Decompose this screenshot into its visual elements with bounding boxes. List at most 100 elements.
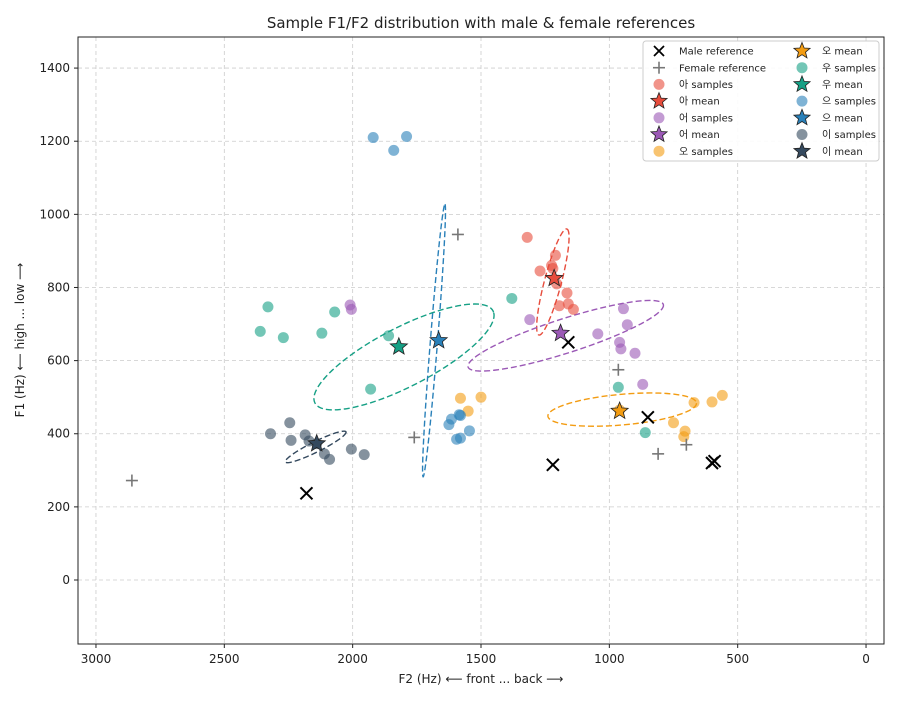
male-reference-marker-stroke-b: [561, 335, 575, 350]
legend-label: Female reference: [679, 63, 766, 74]
legend-entry-samples-어: 어 samples: [653, 112, 733, 124]
legend-marker-x: [653, 45, 665, 57]
legend-entry-samples-이: 이 samples: [796, 129, 876, 141]
sample-point-오: [668, 417, 680, 429]
male-reference-marker-stroke-b: [707, 454, 722, 468]
legend-entry-samples-아: 아 samples: [653, 78, 733, 91]
mean-star-우: [389, 336, 409, 355]
legend-label: 어 mean: [679, 129, 720, 141]
sample-point-우: [639, 427, 651, 439]
sample-point-우: [612, 381, 624, 393]
ellipse-이: [284, 430, 347, 464]
sample-point-이: [265, 428, 277, 440]
female-reference-marker: [612, 363, 625, 376]
sample-point-으: [401, 130, 413, 142]
sample-point-우: [329, 306, 341, 318]
mean-star-아: [544, 268, 564, 287]
sample-point-오: [716, 389, 728, 401]
sample-point-오: [688, 397, 700, 409]
y-tick-label: 400: [47, 427, 70, 441]
sample-point-우: [365, 383, 377, 395]
legend-label: 오 mean: [822, 47, 863, 58]
sample-point-어: [615, 343, 627, 355]
legend-entry-mean-아: 아 mean: [649, 91, 720, 109]
y-tick-label: 1400: [39, 61, 70, 75]
ellipse-우: [313, 303, 495, 411]
y-tick-label: 1200: [39, 134, 70, 148]
x-axis-label: F2 (Hz) ⟵ front ... back ⟶: [398, 672, 563, 686]
legend-entry-male-reference: Male reference: [653, 45, 754, 58]
legend-marker-plus: [653, 61, 665, 74]
legend-entry-mean-이: 이 mean: [792, 141, 863, 159]
legend-box: [642, 40, 880, 162]
x-tick-label: 500: [726, 652, 749, 666]
legend-label: 아 samples: [679, 79, 733, 91]
sample-point-우: [277, 332, 289, 344]
sample-point-으: [463, 425, 475, 437]
x-tick-label: 2500: [209, 652, 240, 666]
ellipse-으: [421, 203, 447, 478]
legend-marker-dot: [653, 78, 665, 90]
legend-label: 우 samples: [822, 62, 876, 74]
male-reference-marker-stroke-b: [299, 486, 314, 501]
sample-point-우: [316, 327, 328, 339]
male-reference-marker: [707, 454, 722, 468]
legend-marker-x-stroke-b: [653, 45, 665, 57]
sample-point-이: [345, 443, 357, 455]
sample-point-어: [344, 299, 356, 311]
female-reference-marker: [680, 438, 693, 451]
legend-entry-mean-어: 어 mean: [649, 124, 720, 143]
legend-entry-mean-오: 오 mean: [792, 41, 863, 59]
legend-label: 오 samples: [679, 147, 733, 158]
x-tick-label: 2000: [337, 652, 368, 666]
sample-point-아: [547, 262, 559, 274]
sample-point-오: [706, 396, 718, 408]
sample-point-아: [549, 249, 561, 261]
sample-point-어: [524, 314, 536, 326]
sample-point-아: [521, 231, 533, 243]
sample-point-아: [567, 303, 579, 315]
male-reference-marker-stroke-b: [641, 410, 655, 424]
x-tick-label: 1500: [466, 652, 497, 666]
sample-point-이: [284, 417, 296, 429]
sample-point-우: [383, 330, 395, 342]
y-tick-label: 600: [47, 354, 70, 368]
sample-point-아: [561, 287, 573, 299]
male-reference-marker: [641, 410, 655, 424]
sample-point-오: [475, 391, 487, 403]
sample-point-이: [324, 453, 336, 465]
legend-label: 으 samples: [822, 97, 876, 108]
female-reference-marker: [125, 474, 138, 487]
sample-point-으: [367, 132, 379, 144]
sample-point-우: [262, 301, 274, 313]
y-tick-label: 0: [62, 573, 70, 587]
legend-marker-star: [649, 91, 669, 109]
legend: Male reference Female reference 아 samples 아…: [642, 40, 880, 162]
legend-label: 이 samples: [822, 129, 876, 141]
female-reference-marker: [408, 431, 421, 444]
legend-marker-star: [792, 141, 812, 159]
legend-entry-samples-오: 오 samples: [653, 145, 733, 158]
x-tick-label: 3000: [81, 652, 112, 666]
sample-point-우: [254, 325, 266, 337]
legend-entry-samples-으: 으 samples: [796, 95, 876, 108]
x-tick-label: 1000: [594, 652, 625, 666]
legend-label: 우 mean: [822, 79, 863, 91]
legend-label: 으 mean: [822, 113, 863, 124]
legend-marker-dot: [653, 112, 665, 124]
legend-label: 아 mean: [679, 96, 720, 108]
sample-point-어: [637, 378, 649, 390]
sample-point-아: [534, 265, 546, 277]
male-reference-marker: [546, 458, 560, 472]
legend-entry-mean-우: 우 mean: [792, 74, 863, 93]
legend-entry-mean-으: 으 mean: [792, 108, 863, 126]
sample-point-어: [621, 319, 633, 331]
sample-point-이: [358, 449, 370, 461]
legend-marker-dot: [796, 129, 808, 140]
male-reference-marker: [299, 486, 314, 501]
legend-marker-dot: [796, 62, 808, 74]
sample-point-어: [617, 303, 629, 315]
legend-label: 이 mean: [822, 146, 863, 158]
legend-marker-star: [792, 74, 812, 93]
